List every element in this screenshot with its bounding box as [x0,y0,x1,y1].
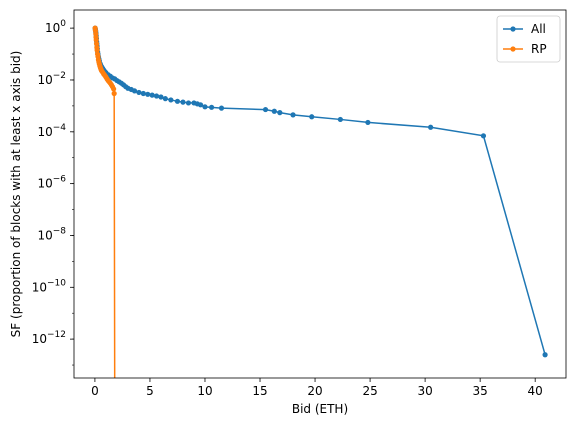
series-markers [92,25,548,393]
data-point-all [136,89,142,96]
series-lines [94,28,546,378]
x-tick-label: 0 [91,384,99,398]
data-point-all [168,97,174,103]
x-tick-label: 35 [473,384,488,398]
data-point-all [202,104,208,110]
x-tick-label: 5 [146,384,154,398]
data-point-all [480,133,487,139]
series-line-all [94,28,546,355]
y-axis-ticks: 100 10−2 10−4 10−6 10−8 10−10 10−12 [32,19,74,366]
plot-frame [73,9,567,379]
x-tick-label: 20 [307,384,322,398]
legend: All RP [496,15,561,63]
y-axis-title: SF (proportion of blocks with at least x… [9,51,23,338]
y-tick-label: 10−8 [37,226,66,242]
data-point-rp [94,47,100,53]
x-tick-label: 30 [417,384,432,398]
data-point-all [145,91,151,97]
data-point-all [174,98,181,104]
x-tick-label: 15 [252,384,267,398]
data-point-rp [111,90,117,97]
legend-marker-all [510,26,516,32]
data-point-all [180,99,186,105]
data-point-rp [111,86,117,92]
x-tick-label: 25 [362,384,377,398]
data-point-all [153,93,160,99]
data-point-all [309,114,315,120]
legend-label-all: All [531,22,546,36]
data-point-all [542,352,548,358]
legend-box [496,15,561,63]
data-point-all [262,106,269,113]
data-point-all [131,88,138,94]
data-point-all [290,112,296,118]
x-tick-label: 40 [528,384,543,398]
data-point-all [149,92,155,98]
legend-label-rp: RP [531,42,547,56]
data-point-all [428,124,434,130]
data-point-all [185,100,192,106]
y-tick-label: 10−2 [37,71,66,87]
data-point-rp [112,388,117,393]
y-tick-label: 10−6 [37,175,66,191]
x-axis-title: Bid (ETH) [292,402,348,416]
y-tick-label: 10−12 [32,330,66,346]
data-point-all [158,94,164,100]
data-point-all [197,102,204,108]
data-point-all [271,108,277,114]
data-point-all [208,104,215,110]
data-point-all [162,96,168,102]
data-point-all [218,105,225,111]
data-point-rp [93,37,99,43]
data-point-all [140,90,146,97]
data-point-all [337,116,343,123]
x-tick-label: 10 [197,384,212,398]
data-point-all [277,110,283,116]
y-tick-label: 10−4 [37,123,66,139]
x-axis-ticks: 0 5 10 15 20 25 30 35 40 [91,378,543,398]
legend-marker-rp [510,46,516,52]
y-tick-label: 100 [45,19,66,35]
y-tick-label: 10−10 [32,278,67,294]
data-point-all [365,119,371,126]
